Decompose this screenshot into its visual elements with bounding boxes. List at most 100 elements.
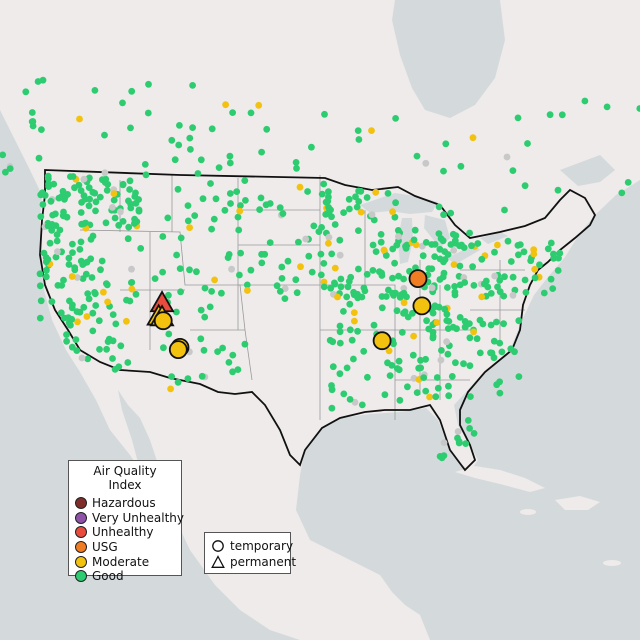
monitor-dot (345, 277, 353, 285)
monitor-dot (144, 109, 152, 117)
monitor-dot (360, 347, 368, 355)
monitor-dot (101, 131, 108, 139)
monitor-dot (509, 291, 517, 299)
monitor-dot (445, 382, 452, 390)
monitor-dot (258, 148, 265, 156)
monitor-dot (80, 175, 88, 183)
monitor-dot (325, 193, 332, 201)
monitor-dot (115, 221, 123, 229)
monitor-dot (469, 263, 476, 271)
monitor-dot (355, 265, 362, 273)
monitor-dot (160, 344, 167, 352)
monitor-dot (474, 240, 482, 247)
temporary-monitor-marker[interactable] (372, 331, 392, 351)
monitor-dot (0, 151, 7, 159)
temporary-monitor-marker[interactable] (408, 269, 428, 289)
monitor-dot (462, 440, 470, 447)
monitor-dot (520, 248, 528, 256)
monitor-dot (276, 288, 284, 295)
monitor-dot (441, 305, 449, 313)
monitor-dot (466, 362, 474, 370)
monitor-dot (292, 159, 300, 166)
monitor-dot (325, 233, 333, 241)
monitor-dot (278, 275, 286, 282)
monitor-dot (514, 114, 522, 122)
monitor-dot (36, 314, 44, 322)
monitor-dot (400, 275, 407, 283)
monitor-dot (201, 313, 209, 321)
monitor-dot (388, 362, 396, 369)
monitor-dot (281, 295, 289, 302)
monitor-dot (89, 188, 97, 196)
temporary-label: temporary (230, 539, 294, 553)
monitor-dot (549, 285, 557, 292)
monitor-dots (0, 76, 640, 462)
monitor-dot (321, 110, 328, 118)
monitor-dot (96, 193, 104, 201)
monitor-dot (72, 336, 80, 343)
monitor-dot (77, 257, 85, 265)
monitor-dot (177, 288, 185, 296)
monitor-dot (101, 169, 109, 177)
monitor-dot (618, 189, 626, 197)
monitor-dot (478, 255, 486, 263)
us-national-border (39, 169, 597, 472)
monitor-dot (355, 227, 362, 235)
monitor-dot (77, 187, 85, 195)
monitor-dot (211, 276, 219, 284)
monitor-dot (87, 255, 95, 263)
monitor-dot (417, 364, 425, 372)
monitor-dot (530, 250, 538, 258)
monitor-dot (422, 387, 430, 395)
legend-item-good: Good (75, 569, 175, 584)
monitor-dot (226, 152, 234, 160)
monitor-dot (550, 254, 557, 262)
monitor-dot (78, 354, 86, 362)
monitor-dot (455, 439, 463, 447)
monitor-dot (111, 214, 119, 222)
monitor-dot (141, 161, 149, 168)
monitor-dot (496, 288, 504, 296)
monitor-dot (197, 156, 205, 164)
monitor-dot (128, 265, 135, 273)
monitor-dot (358, 401, 366, 409)
monitor-dot (102, 219, 110, 227)
monitor-dot (241, 340, 249, 348)
monitor-dot (80, 303, 88, 311)
monitor-dot (378, 293, 386, 300)
temporary-monitor-marker[interactable] (168, 340, 188, 360)
monitor-dot (336, 322, 344, 330)
monitor-dot (135, 207, 143, 215)
monitor-dot (171, 156, 179, 164)
monitor-dot (208, 125, 216, 133)
jamaica (520, 509, 536, 515)
monitor-dot (100, 288, 107, 296)
legend-item-moderate: Moderate (75, 554, 175, 569)
monitor-dot (177, 234, 185, 242)
monitor-dot (191, 212, 199, 220)
monitor-dot (400, 299, 408, 307)
monitor-dot (461, 323, 469, 331)
temporary-monitor-marker[interactable] (412, 296, 432, 316)
monitor-dot (85, 295, 93, 303)
monitor-dot (22, 88, 30, 96)
monitor-dot (386, 372, 394, 379)
monitor-dot (127, 204, 135, 212)
monitor-dot (49, 211, 57, 219)
monitor-dot (63, 337, 70, 345)
monitor-dot (91, 87, 99, 94)
monitor-dot (76, 246, 84, 253)
monitor-dot (284, 257, 292, 265)
monitor-dot (440, 452, 448, 459)
monitor-dot (496, 339, 504, 347)
monitor-dot (317, 271, 325, 279)
monitor-dot (507, 345, 515, 353)
monitor-dot (92, 207, 99, 215)
monitor-dot (41, 191, 49, 199)
monitor-dot (470, 430, 478, 437)
monitor-dot (128, 285, 136, 293)
hispaniola (555, 496, 600, 510)
monitor-dot (340, 209, 347, 217)
temporary-monitor-marker[interactable] (153, 311, 173, 331)
monitor-dot (164, 214, 172, 222)
